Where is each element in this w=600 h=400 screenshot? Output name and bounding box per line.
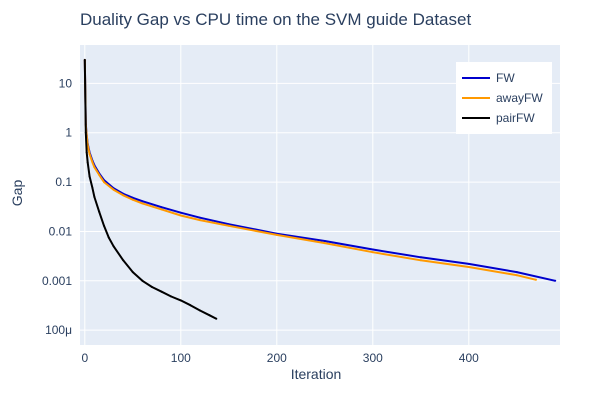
data-point-pairfw bbox=[160, 290, 163, 293]
data-point-pairfw bbox=[84, 131, 87, 134]
series-pairfw bbox=[83, 58, 218, 320]
data-point-awayfw bbox=[98, 173, 101, 176]
data-point-awayfw bbox=[122, 194, 125, 197]
data-point-pairfw bbox=[107, 236, 110, 239]
series-line-pairfw bbox=[83, 59, 217, 320]
data-point-pairfw bbox=[151, 286, 153, 288]
data-point-awayfw bbox=[131, 198, 134, 201]
data-point-pairfw bbox=[208, 314, 211, 317]
data-point-awayfw bbox=[160, 208, 163, 211]
data-point-pairfw bbox=[170, 295, 173, 298]
grid bbox=[80, 45, 560, 345]
legend[interactable]: FW awayFW pairFW bbox=[456, 62, 552, 134]
data-point-awayfw bbox=[91, 161, 94, 164]
x-tick-label: 100 bbox=[171, 351, 191, 365]
legend-label-pairfw: pairFW bbox=[496, 111, 535, 125]
y-axis-title: Gap bbox=[9, 180, 25, 207]
series-line-awayfw bbox=[83, 59, 537, 281]
data-point-pairfw bbox=[122, 259, 125, 262]
legend-label-awayfw: awayFW bbox=[496, 91, 543, 105]
data-point-pairfw bbox=[103, 224, 105, 227]
chart-title: Duality Gap vs CPU time on the SVM guide… bbox=[80, 10, 471, 29]
y-tick-label: 10 bbox=[59, 76, 73, 90]
x-tick-label: 400 bbox=[459, 351, 479, 365]
x-tick-label: 0 bbox=[81, 351, 88, 365]
data-point-awayfw bbox=[323, 242, 326, 245]
data-point-fw bbox=[141, 200, 144, 203]
data-point-awayfw bbox=[371, 251, 374, 254]
data-point-awayfw bbox=[515, 274, 518, 277]
data-point-pairfw bbox=[98, 210, 101, 213]
data-point-pairfw bbox=[91, 187, 94, 190]
data-point-fw bbox=[554, 279, 557, 282]
x-tick-label: 200 bbox=[267, 351, 287, 365]
data-point-pairfw bbox=[179, 299, 182, 302]
y-tick-label: 0.01 bbox=[49, 224, 73, 238]
series-layer bbox=[83, 58, 557, 320]
tick-labels: 0 100 200 300 400 10 1 0.1 0.01 0.001 100μ bbox=[42, 76, 479, 365]
data-point-fw bbox=[131, 196, 134, 199]
data-point-fw bbox=[419, 256, 422, 259]
data-point-fw bbox=[179, 211, 182, 214]
data-point-fw bbox=[515, 271, 518, 274]
legend-label-fw: FW bbox=[496, 71, 515, 85]
data-point-awayfw bbox=[199, 219, 201, 222]
data-point-fw bbox=[323, 240, 326, 242]
data-point-pairfw bbox=[189, 304, 192, 307]
data-point-pairfw bbox=[88, 175, 91, 178]
y-tick-label: 0.1 bbox=[55, 175, 72, 189]
data-point-awayfw bbox=[227, 224, 230, 227]
data-point-awayfw bbox=[112, 188, 115, 191]
data-point-fw bbox=[160, 206, 163, 209]
x-axis-title: Iteration bbox=[291, 366, 342, 382]
data-point-pairfw bbox=[112, 245, 115, 248]
data-point-fw bbox=[371, 248, 374, 251]
data-point-pairfw bbox=[199, 309, 201, 312]
x-tick-label: 300 bbox=[363, 351, 383, 365]
data-point-awayfw bbox=[93, 166, 96, 169]
y-tick-label: 1 bbox=[65, 126, 72, 140]
data-point-fw bbox=[199, 216, 201, 219]
data-point-awayfw bbox=[88, 153, 91, 156]
data-point-pairfw bbox=[215, 317, 218, 320]
data-point-pairfw bbox=[83, 58, 86, 61]
data-point-awayfw bbox=[179, 214, 182, 217]
data-point-awayfw bbox=[141, 202, 144, 205]
y-tick-label: 0.001 bbox=[42, 274, 72, 288]
y-tick-label: 100μ bbox=[45, 323, 72, 337]
data-point-awayfw bbox=[103, 181, 105, 184]
data-point-awayfw bbox=[467, 266, 470, 268]
data-point-pairfw bbox=[93, 196, 96, 198]
data-point-pairfw bbox=[141, 279, 144, 282]
data-point-awayfw bbox=[419, 259, 422, 262]
data-point-pairfw bbox=[86, 161, 89, 164]
data-point-awayfw bbox=[275, 233, 278, 236]
data-point-pairfw bbox=[85, 151, 88, 154]
data-point-pairfw bbox=[131, 271, 134, 274]
data-point-awayfw bbox=[535, 278, 537, 281]
data-point-fw bbox=[467, 262, 470, 265]
series-awayfw bbox=[83, 58, 537, 281]
